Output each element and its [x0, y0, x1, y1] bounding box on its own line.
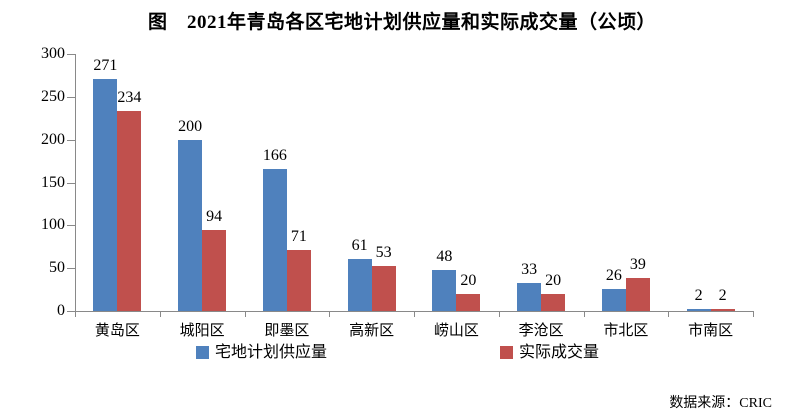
data-source-note: 数据来源：CRIC [669, 396, 772, 411]
bar-宅地计划供应量-市北区 [601, 289, 626, 311]
x-axis-tick [329, 312, 331, 317]
bar-实际成交量-城阳区 [202, 230, 227, 311]
x-axis-tick [583, 312, 585, 317]
category-label-即墨区: 即墨区 [264, 323, 310, 339]
legend-swatch-red [500, 346, 513, 359]
legend-label-actual-transactions: 实际成交量 [519, 344, 600, 361]
category-label-黄岛区: 黄岛区 [94, 323, 140, 339]
value-label-实际成交量-李沧区: 20 [545, 272, 562, 289]
category-label-李沧区: 李沧区 [518, 323, 564, 339]
bar-宅地计划供应量-市南区 [686, 309, 711, 311]
x-axis-tick [244, 312, 246, 317]
bar-实际成交量-崂山区 [456, 294, 481, 311]
x-axis-tick [753, 312, 754, 317]
legend-swatch-blue [196, 346, 209, 359]
bar-宅地计划供应量-李沧区 [517, 283, 542, 311]
x-axis-tick [75, 312, 76, 317]
bar-实际成交量-市南区 [710, 309, 735, 311]
bar-宅地计划供应量-黄岛区 [93, 79, 118, 311]
category-label-城阳区: 城阳区 [179, 323, 225, 339]
x-axis-line [75, 311, 754, 312]
value-label-实际成交量-黄岛区: 234 [117, 89, 142, 106]
value-label-实际成交量-高新区: 53 [375, 244, 392, 261]
bar-实际成交量-高新区 [371, 266, 396, 311]
y-axis-tick [67, 311, 75, 312]
value-label-宅地计划供应量-市北区: 26 [605, 267, 622, 284]
bar-宅地计划供应量-即墨区 [262, 169, 287, 311]
y-axis-label: 200 [41, 130, 65, 148]
y-axis-label: 300 [41, 45, 65, 62]
bar-宅地计划供应量-崂山区 [432, 270, 457, 311]
value-label-宅地计划供应量-即墨区: 166 [262, 147, 287, 164]
value-label-宅地计划供应量-黄岛区: 271 [93, 57, 118, 74]
value-label-实际成交量-即墨区: 71 [290, 228, 307, 245]
y-axis-label: 100 [41, 216, 65, 234]
category-label-市南区: 市南区 [688, 323, 734, 339]
category-label-市北区: 市北区 [603, 323, 649, 339]
value-label-宅地计划供应量-崂山区: 48 [436, 248, 453, 265]
chart-title: 图 2021年青岛各区宅地计划供应量和实际成交量（公顷） [147, 12, 656, 33]
legend-item-actual-transactions: 实际成交量 [500, 344, 599, 361]
value-label-宅地计划供应量-李沧区: 33 [521, 261, 538, 278]
y-axis-tick [67, 225, 75, 227]
y-axis-label: 250 [41, 87, 65, 105]
y-axis-tick [67, 182, 75, 184]
bar-宅地计划供应量-城阳区 [178, 140, 203, 311]
y-axis-tick [67, 268, 75, 270]
y-axis-label: 150 [41, 173, 65, 191]
value-label-实际成交量-崂山区: 20 [460, 272, 477, 289]
legend-label-planned-supply: 宅地计划供应量 [215, 344, 328, 361]
x-axis-tick [498, 312, 500, 317]
value-label-实际成交量-市北区: 39 [629, 256, 646, 273]
y-axis-label: 50 [49, 259, 65, 277]
category-label-崂山区: 崂山区 [433, 323, 479, 339]
bar-实际成交量-即墨区 [286, 250, 311, 311]
y-axis-tick [67, 139, 75, 141]
y-axis-label: 0 [57, 302, 65, 319]
category-label-高新区: 高新区 [349, 323, 395, 339]
x-axis-tick [668, 312, 670, 317]
value-label-实际成交量-城阳区: 94 [206, 208, 223, 225]
value-label-宅地计划供应量-城阳区: 200 [178, 118, 203, 135]
bar-实际成交量-李沧区 [541, 294, 566, 311]
y-axis-tick [67, 96, 75, 98]
value-label-实际成交量-市南区: 2 [718, 287, 727, 304]
value-label-宅地计划供应量-市南区: 2 [694, 287, 703, 304]
y-axis-tick [67, 54, 75, 55]
x-axis-tick [159, 312, 161, 317]
y-axis-line [75, 54, 76, 312]
bar-实际成交量-黄岛区 [117, 111, 142, 311]
bar-实际成交量-市北区 [625, 278, 650, 311]
value-label-宅地计划供应量-高新区: 61 [351, 237, 368, 254]
bar-宅地计划供应量-高新区 [347, 259, 372, 311]
x-axis-tick [414, 312, 415, 317]
legend-item-planned-supply: 宅地计划供应量 [196, 344, 327, 361]
